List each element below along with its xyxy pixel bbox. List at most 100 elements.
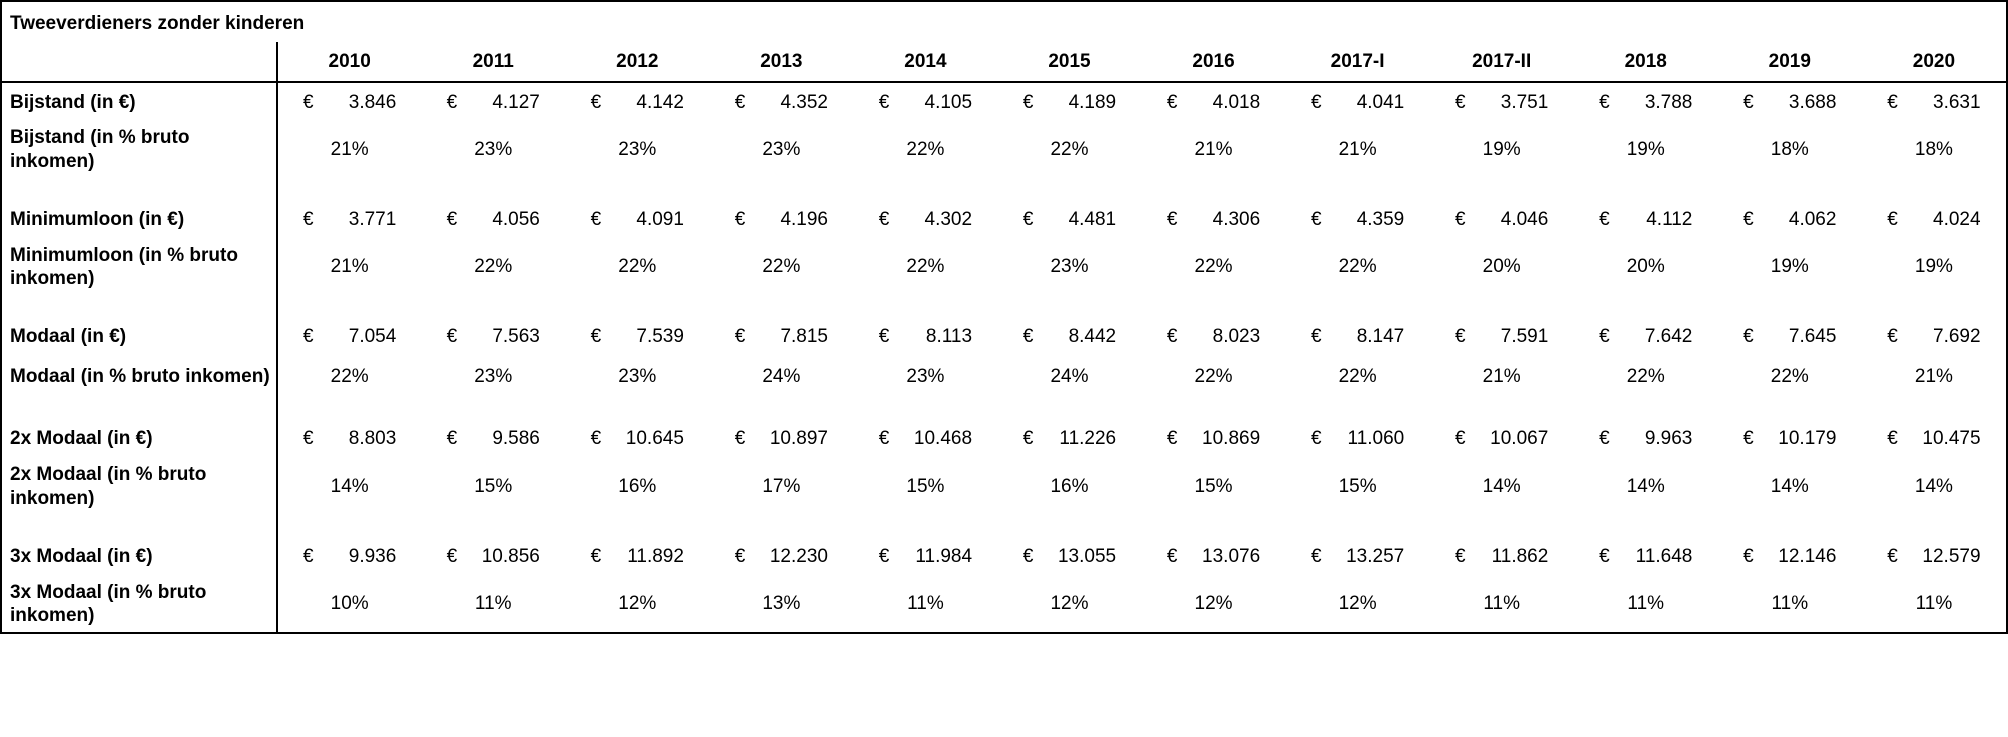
table-cell: 22% (1286, 357, 1430, 397)
column-header: 2018 (1574, 42, 1718, 82)
table-cell: € 4.041 (1286, 82, 1430, 122)
currency-symbol: € (735, 546, 753, 568)
currency-symbol: € (1023, 428, 1041, 450)
currency-symbol: € (879, 428, 897, 450)
currency-symbol: € (303, 209, 321, 231)
currency-symbol: € (1311, 92, 1329, 114)
currency-symbol: € (1023, 546, 1041, 568)
table-cell: € 13.076 (1142, 537, 1286, 577)
cell-value: 4.091 (614, 209, 684, 231)
table-cell: 22% (1574, 357, 1718, 397)
table-cell: 22% (853, 240, 997, 296)
cell-value: 4.359 (1334, 209, 1404, 231)
table-cell: 12% (1286, 577, 1430, 633)
table-cell: 14% (1718, 459, 1862, 515)
currency-symbol: € (447, 326, 465, 348)
table-cell: € 10.856 (421, 537, 565, 577)
table-cell: € 11.892 (565, 537, 709, 577)
currency-symbol: € (1887, 326, 1905, 348)
table-cell: 20% (1430, 240, 1574, 296)
currency-symbol: € (1311, 326, 1329, 348)
table-cell: 20% (1574, 240, 1718, 296)
table-cell: € 10.179 (1718, 419, 1862, 459)
column-header: 2019 (1718, 42, 1862, 82)
currency-symbol: € (735, 92, 753, 114)
table-cell: 22% (565, 240, 709, 296)
currency-symbol: € (1887, 92, 1905, 114)
table-cell: € 13.055 (997, 537, 1141, 577)
currency-symbol: € (591, 209, 609, 231)
currency-symbol: € (1455, 326, 1473, 348)
table-cell: € 3.846 (277, 82, 421, 122)
table-cell: € 4.127 (421, 82, 565, 122)
table-cell: € 4.196 (709, 200, 853, 240)
currency-symbol: € (1023, 92, 1041, 114)
table-cell: € 4.018 (1142, 82, 1286, 122)
table-cell: 21% (1286, 122, 1430, 178)
currency-symbol: € (1455, 209, 1473, 231)
table-cell: 22% (1286, 240, 1430, 296)
row-label: Modaal (in % bruto inkomen) (2, 357, 277, 397)
currency-symbol: € (591, 326, 609, 348)
spacer (277, 178, 2006, 200)
table-cell: € 11.060 (1286, 419, 1430, 459)
table-cell: 22% (1142, 357, 1286, 397)
cell-value: 4.018 (1190, 92, 1260, 114)
spacer (277, 515, 2006, 537)
cell-value: 10.067 (1478, 428, 1548, 450)
currency-symbol: € (1743, 546, 1761, 568)
cell-value: 10.869 (1190, 428, 1260, 450)
table-cell: € 3.771 (277, 200, 421, 240)
table-cell: 21% (1430, 357, 1574, 397)
table-cell: € 7.054 (277, 317, 421, 357)
cell-value: 7.054 (326, 326, 396, 348)
row-label: 3x Modaal (in €) (2, 537, 277, 577)
cell-value: 3.688 (1766, 92, 1836, 114)
column-header: 2013 (709, 42, 853, 82)
table-cell: € 4.302 (853, 200, 997, 240)
table-cell: 19% (1574, 122, 1718, 178)
column-header: 2010 (277, 42, 421, 82)
table-cell: 22% (997, 122, 1141, 178)
table-cell: 21% (1142, 122, 1286, 178)
table-cell: € 4.024 (1862, 200, 2006, 240)
cell-value: 7.692 (1911, 326, 1981, 348)
cell-value: 8.803 (326, 428, 396, 450)
currency-symbol: € (1167, 92, 1185, 114)
table-cell: 14% (1574, 459, 1718, 515)
cell-value: 13.076 (1190, 546, 1260, 568)
currency-symbol: € (303, 92, 321, 114)
cell-value: 4.196 (758, 209, 828, 231)
currency-symbol: € (1743, 326, 1761, 348)
table-cell: € 9.586 (421, 419, 565, 459)
table-cell: € 3.788 (1574, 82, 1718, 122)
cell-value: 3.751 (1478, 92, 1548, 114)
table-cell: € 10.897 (709, 419, 853, 459)
currency-symbol: € (1167, 209, 1185, 231)
table-cell: 11% (1718, 577, 1862, 633)
cell-value: 9.936 (326, 546, 396, 568)
table-cell: € 7.645 (1718, 317, 1862, 357)
cell-value: 8.113 (902, 326, 972, 348)
cell-value: 11.060 (1334, 428, 1404, 450)
income-table: Tweeverdieners zonder kinderen 201020112… (2, 2, 2006, 632)
table-cell: 21% (277, 122, 421, 178)
table-cell: € 4.112 (1574, 200, 1718, 240)
cell-value: 4.041 (1334, 92, 1404, 114)
table-cell: € 10.468 (853, 419, 997, 459)
table-cell: 23% (421, 357, 565, 397)
row-label: 2x Modaal (in % bruto inkomen) (2, 459, 277, 515)
table-cell: € 12.579 (1862, 537, 2006, 577)
table-cell: 14% (1430, 459, 1574, 515)
cell-value: 4.105 (902, 92, 972, 114)
table-cell: € 4.481 (997, 200, 1141, 240)
table-cell: 11% (421, 577, 565, 633)
table-cell: 19% (1430, 122, 1574, 178)
cell-value: 11.648 (1622, 546, 1692, 568)
table-cell: 17% (709, 459, 853, 515)
currency-symbol: € (1887, 546, 1905, 568)
table-cell: € 10.869 (1142, 419, 1286, 459)
row-label: 3x Modaal (in % bruto inkomen) (2, 577, 277, 633)
cell-value: 4.062 (1766, 209, 1836, 231)
currency-symbol: € (447, 428, 465, 450)
